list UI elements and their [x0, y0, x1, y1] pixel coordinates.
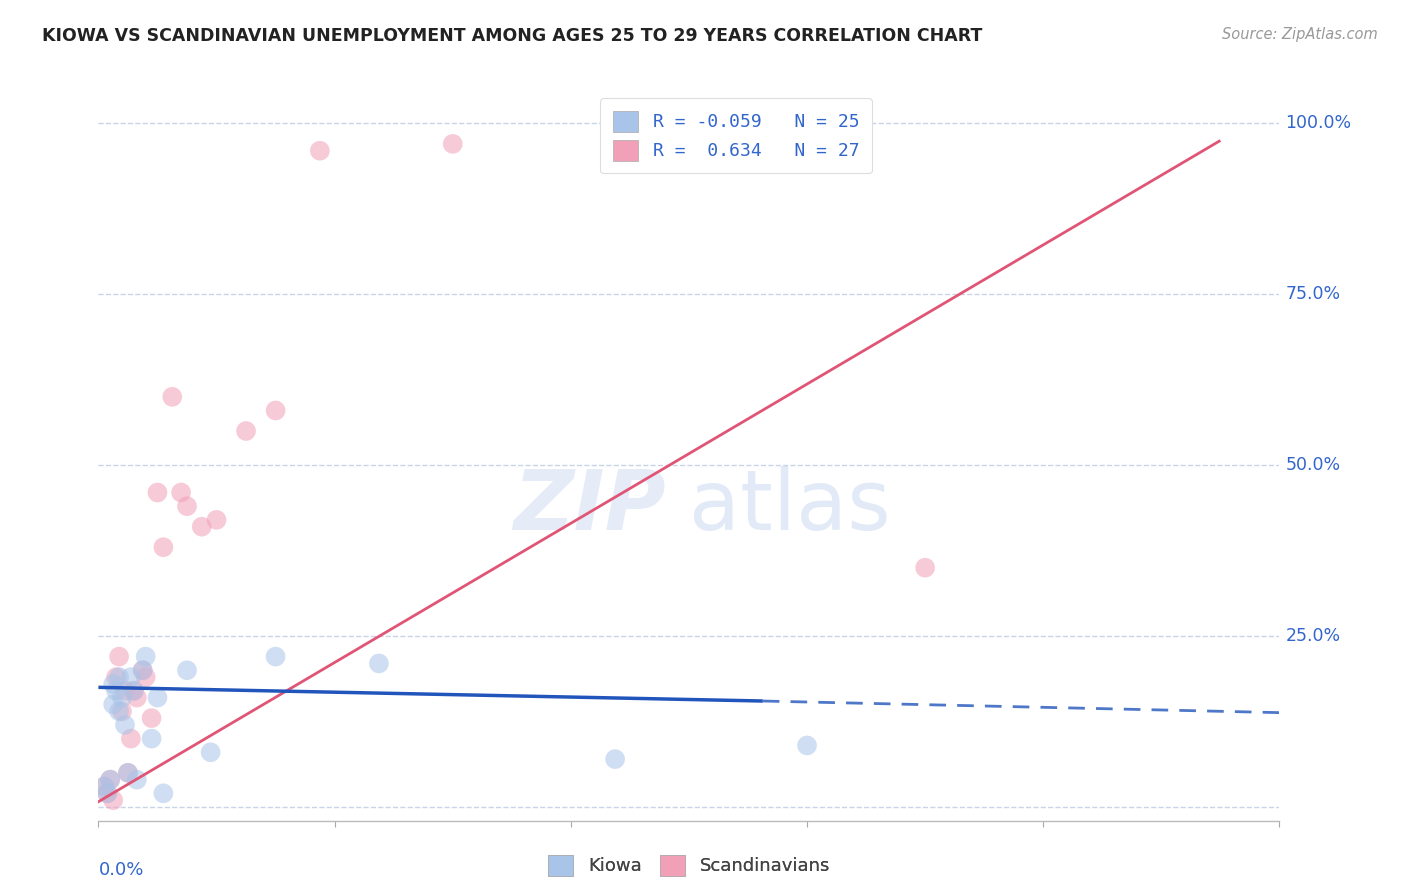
- Text: atlas: atlas: [689, 466, 890, 547]
- Point: [235, 424, 257, 438]
- Point: [125, 772, 148, 787]
- Text: 0.0%: 0.0%: [98, 861, 143, 879]
- Point: [441, 136, 464, 151]
- Point: [605, 752, 627, 766]
- Point: [93, 780, 115, 794]
- Point: [309, 144, 332, 158]
- Point: [122, 683, 145, 698]
- Point: [114, 718, 136, 732]
- Text: KIOWA VS SCANDINAVIAN UNEMPLOYMENT AMONG AGES 25 TO 29 YEARS CORRELATION CHART: KIOWA VS SCANDINAVIAN UNEMPLOYMENT AMONG…: [42, 27, 983, 45]
- Point: [368, 657, 391, 671]
- Point: [114, 683, 136, 698]
- Point: [264, 403, 287, 417]
- Point: [122, 683, 145, 698]
- Text: Source: ZipAtlas.com: Source: ZipAtlas.com: [1222, 27, 1378, 42]
- Point: [146, 485, 169, 500]
- Point: [152, 786, 174, 800]
- Point: [125, 690, 148, 705]
- Text: 100.0%: 100.0%: [1285, 114, 1351, 132]
- Point: [103, 698, 125, 712]
- Point: [111, 704, 134, 718]
- Point: [796, 739, 818, 753]
- Point: [117, 765, 139, 780]
- Point: [120, 731, 142, 746]
- Legend: Kiowa, Scandinavians: Kiowa, Scandinavians: [538, 846, 839, 885]
- Text: 25.0%: 25.0%: [1285, 627, 1340, 645]
- Point: [264, 649, 287, 664]
- Point: [141, 731, 163, 746]
- Point: [162, 390, 183, 404]
- Point: [111, 690, 134, 705]
- Point: [96, 786, 118, 800]
- Point: [98, 772, 121, 787]
- Point: [191, 519, 214, 533]
- Point: [132, 663, 155, 677]
- Point: [914, 560, 936, 574]
- Point: [135, 670, 157, 684]
- Point: [141, 711, 163, 725]
- Point: [135, 649, 157, 664]
- Text: 75.0%: 75.0%: [1285, 285, 1340, 303]
- Point: [103, 677, 125, 691]
- Point: [103, 793, 125, 807]
- Point: [120, 670, 142, 684]
- Point: [98, 772, 121, 787]
- Point: [93, 780, 115, 794]
- Point: [200, 745, 222, 759]
- Point: [108, 649, 131, 664]
- Point: [105, 670, 128, 684]
- Point: [176, 499, 198, 513]
- Point: [96, 786, 118, 800]
- Point: [170, 485, 193, 500]
- Y-axis label: Unemployment Among Ages 25 to 29 years: Unemployment Among Ages 25 to 29 years: [0, 279, 7, 631]
- Point: [108, 670, 131, 684]
- Point: [132, 663, 155, 677]
- Point: [176, 663, 198, 677]
- Text: ZIP: ZIP: [513, 466, 665, 547]
- Point: [108, 704, 131, 718]
- Point: [205, 513, 228, 527]
- Point: [152, 540, 174, 554]
- Point: [146, 690, 169, 705]
- Point: [117, 765, 139, 780]
- Point: [105, 683, 128, 698]
- Text: 50.0%: 50.0%: [1285, 456, 1340, 475]
